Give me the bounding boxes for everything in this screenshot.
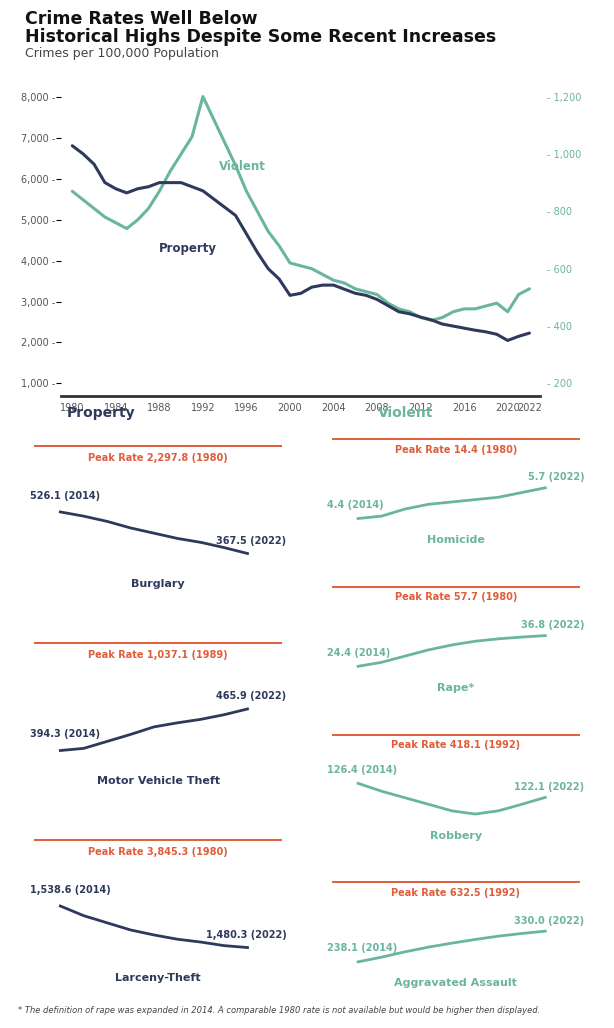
- Text: 126.4 (2014): 126.4 (2014): [327, 765, 397, 775]
- Text: * The definition of rape was expanded in 2014. A comparable 1980 rate is not ava: * The definition of rape was expanded in…: [18, 1005, 541, 1015]
- Text: 1,538.6 (2014): 1,538.6 (2014): [29, 885, 111, 894]
- Text: Larceny-Theft: Larceny-Theft: [115, 974, 201, 984]
- Text: 465.9 (2022): 465.9 (2022): [217, 692, 287, 701]
- Text: 330.0 (2022): 330.0 (2022): [515, 916, 585, 925]
- Text: Burglary: Burglary: [131, 580, 185, 589]
- Text: 526.1 (2014): 526.1 (2014): [29, 490, 99, 501]
- Text: Peak Rate 2,297.8 (1980): Peak Rate 2,297.8 (1980): [88, 453, 228, 464]
- Text: Peak Rate 57.7 (1980): Peak Rate 57.7 (1980): [395, 592, 517, 602]
- Text: Property: Property: [67, 406, 136, 420]
- Text: Peak Rate 3,845.3 (1980): Peak Rate 3,845.3 (1980): [88, 847, 228, 857]
- Text: Crimes per 100,000 Population: Crimes per 100,000 Population: [25, 47, 219, 61]
- Text: Peak Rate 632.5 (1992): Peak Rate 632.5 (1992): [391, 888, 521, 897]
- Text: 238.1 (2014): 238.1 (2014): [327, 944, 398, 953]
- Text: Peak Rate 1,037.1 (1989): Peak Rate 1,037.1 (1989): [88, 651, 228, 660]
- Text: Robbery: Robbery: [430, 831, 482, 841]
- Text: 1,480.3 (2022): 1,480.3 (2022): [206, 930, 287, 940]
- Text: 5.7 (2022): 5.7 (2022): [528, 472, 585, 482]
- Text: 394.3 (2014): 394.3 (2014): [29, 729, 99, 739]
- Text: Crime Rates Well Below: Crime Rates Well Below: [25, 10, 257, 29]
- Text: 367.5 (2022): 367.5 (2022): [217, 536, 287, 546]
- Text: Peak Rate 418.1 (1992): Peak Rate 418.1 (1992): [391, 740, 521, 750]
- Text: Homicide: Homicide: [427, 535, 485, 545]
- Text: Property: Property: [160, 243, 217, 255]
- Text: Historical Highs Despite Some Recent Increases: Historical Highs Despite Some Recent Inc…: [25, 28, 496, 46]
- Text: 4.4 (2014): 4.4 (2014): [327, 501, 384, 510]
- Text: Motor Vehicle Theft: Motor Vehicle Theft: [96, 776, 220, 786]
- Text: 122.1 (2022): 122.1 (2022): [515, 782, 585, 792]
- Text: Aggravated Assault: Aggravated Assault: [394, 979, 518, 988]
- Text: Violent: Violent: [219, 160, 266, 174]
- Text: 24.4 (2014): 24.4 (2014): [327, 648, 391, 658]
- Text: 36.8 (2022): 36.8 (2022): [521, 620, 585, 630]
- Text: Rape*: Rape*: [437, 683, 475, 693]
- Text: Violent: Violent: [378, 406, 433, 420]
- Text: Peak Rate 14.4 (1980): Peak Rate 14.4 (1980): [395, 444, 517, 454]
